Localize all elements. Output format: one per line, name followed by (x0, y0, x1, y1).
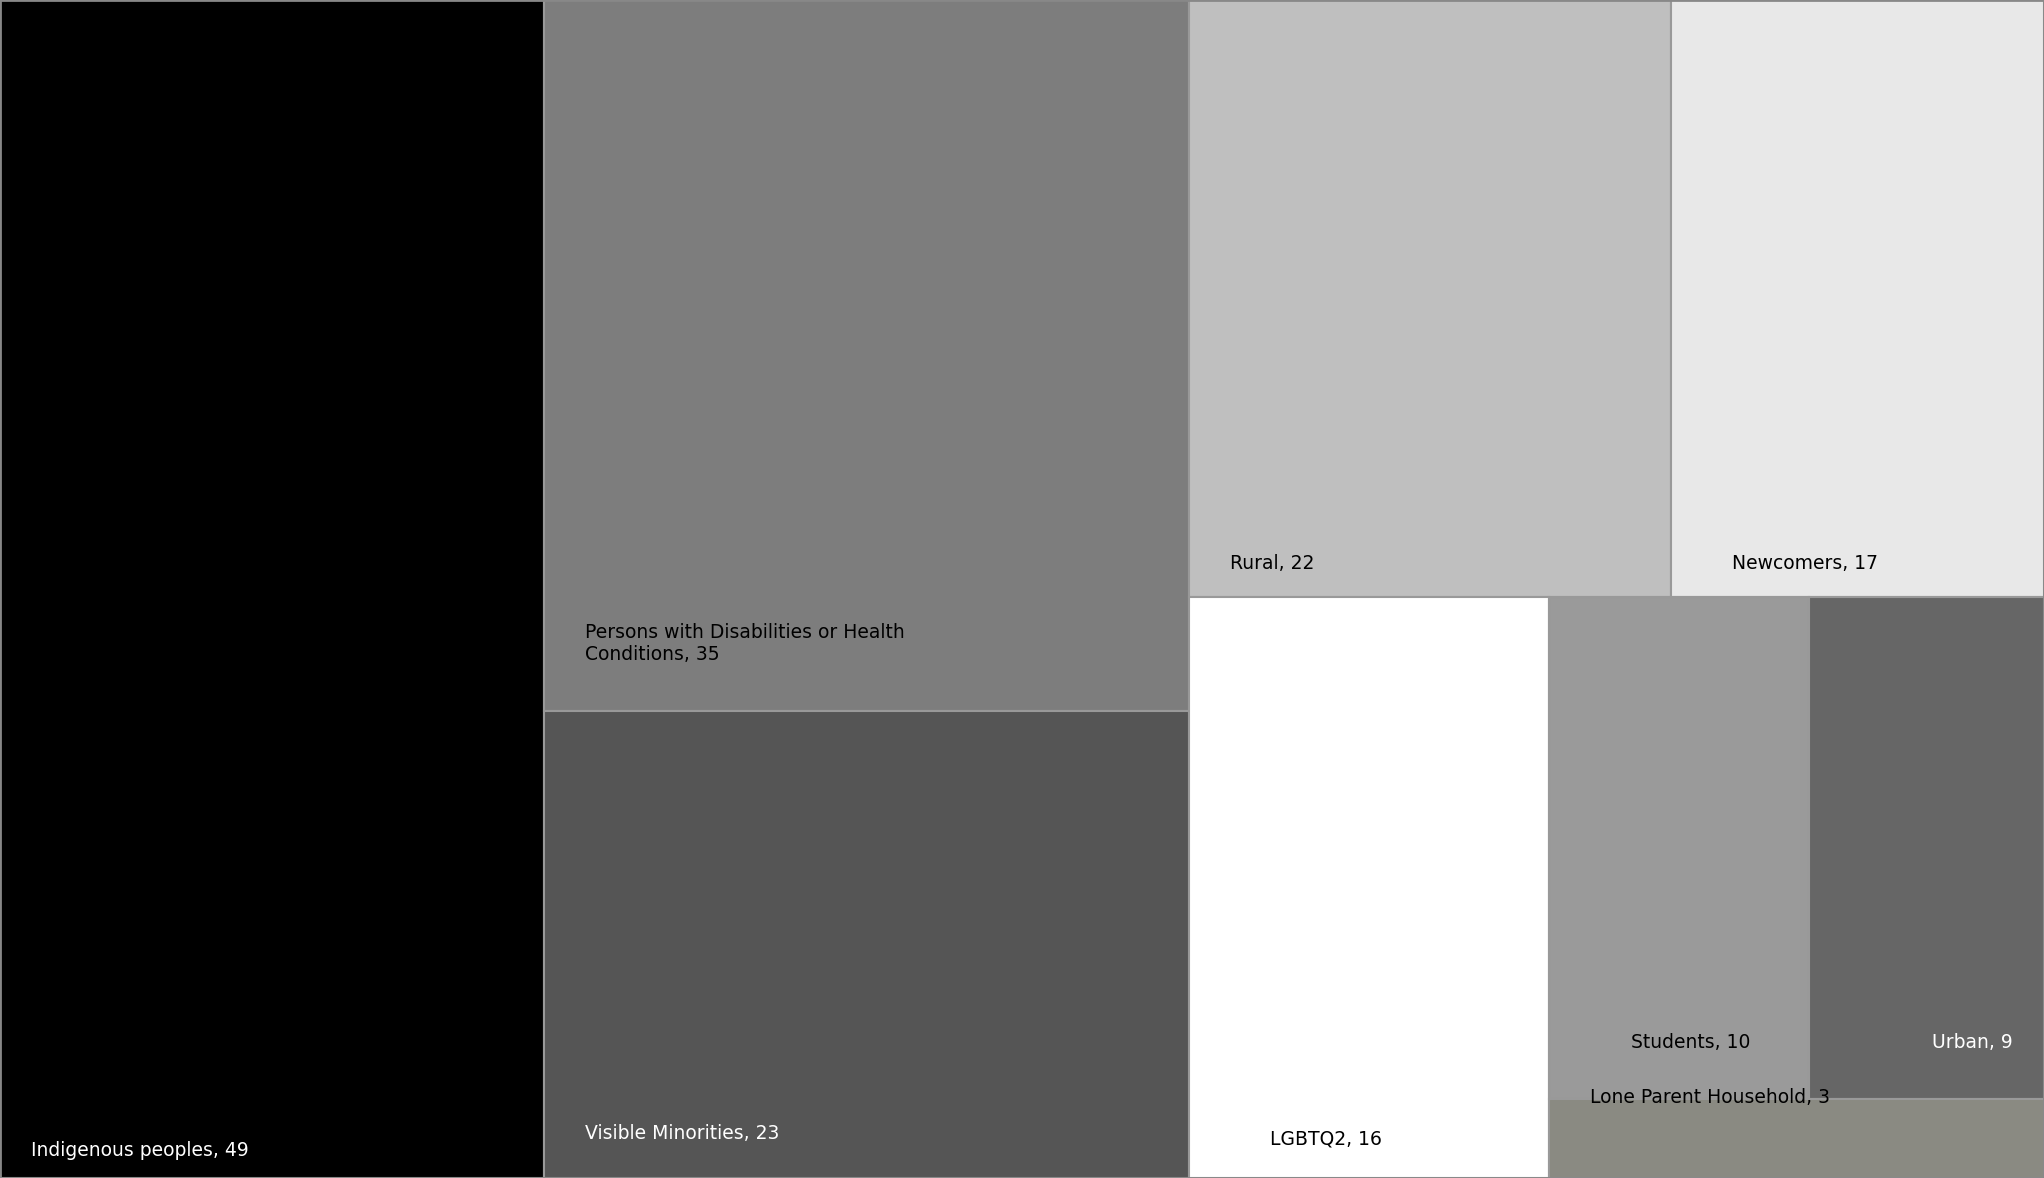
Bar (544, 0, 1190, 710)
Text: Lone Parent Household, 3: Lone Parent Household, 3 (1590, 1088, 1829, 1107)
Bar (1549, 1099, 2044, 1178)
Text: Persons with Disabilities or Health
Conditions, 35: Persons with Disabilities or Health Cond… (585, 623, 905, 663)
Text: Indigenous peoples, 49: Indigenous peoples, 49 (31, 1141, 249, 1160)
Text: Rural, 22: Rural, 22 (1230, 554, 1314, 573)
Text: Urban, 9: Urban, 9 (1932, 1033, 2013, 1052)
Text: Students, 10: Students, 10 (1631, 1033, 1750, 1052)
Bar (1190, 596, 1549, 1178)
Bar (1549, 596, 1809, 1099)
Bar (1809, 596, 2044, 1099)
Text: LGBTQ2, 16: LGBTQ2, 16 (1271, 1130, 1382, 1149)
Bar (1190, 0, 1672, 596)
Bar (1672, 0, 2044, 596)
Bar (0, 0, 544, 1178)
Bar (544, 710, 1190, 1178)
Text: Newcomers, 17: Newcomers, 17 (1733, 554, 1878, 573)
Text: Visible Minorities, 23: Visible Minorities, 23 (585, 1124, 779, 1143)
